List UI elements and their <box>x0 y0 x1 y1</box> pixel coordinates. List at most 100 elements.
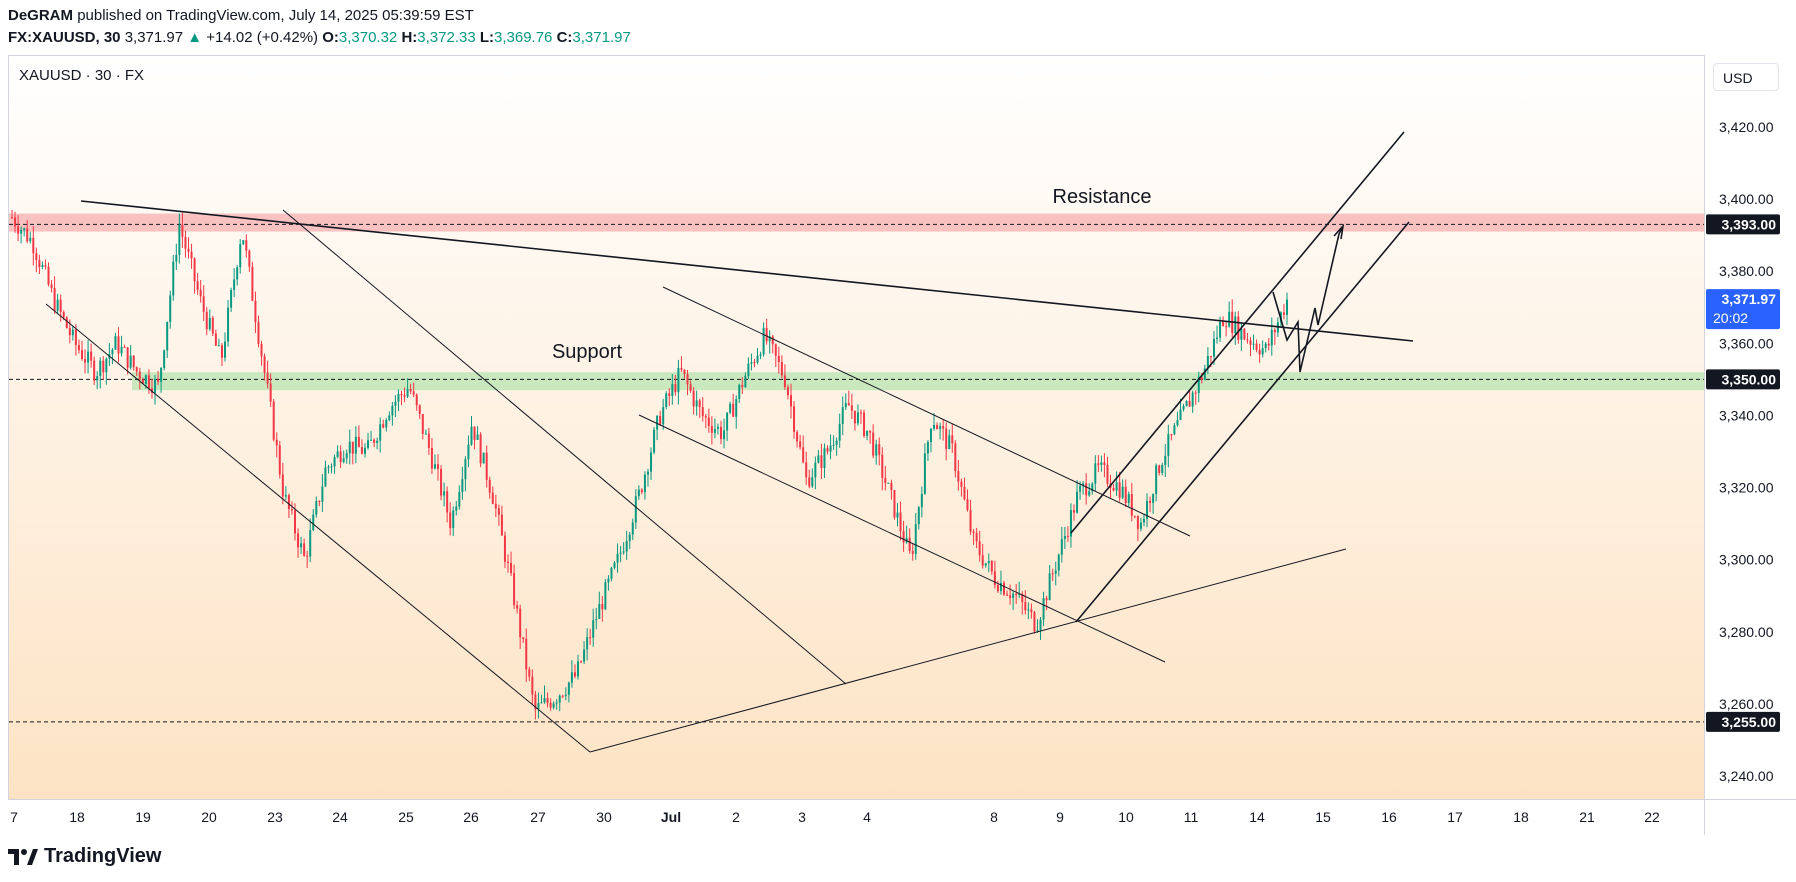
candle-body <box>1136 515 1139 529</box>
candle-body <box>570 672 573 683</box>
candle <box>257 315 260 348</box>
publisher-name[interactable]: DeGRAM <box>8 7 74 24</box>
candle-body <box>701 407 704 417</box>
falling-wedge-lower-line[interactable] <box>45 303 591 753</box>
candle <box>1146 493 1149 528</box>
candle-body <box>1252 343 1255 345</box>
candle <box>589 628 592 645</box>
candle-body <box>765 327 768 342</box>
candle-body <box>774 344 777 356</box>
candle <box>1069 503 1072 548</box>
candle-body <box>1103 462 1106 465</box>
candle-body <box>470 426 473 445</box>
candle-body <box>762 327 765 355</box>
candle-body <box>881 454 884 478</box>
candle-body <box>449 512 452 529</box>
candle <box>400 390 403 406</box>
candle <box>348 429 351 465</box>
candle <box>519 604 522 649</box>
candle-body <box>619 552 622 554</box>
candle-body <box>583 649 586 662</box>
candle <box>330 463 333 474</box>
candle-body <box>367 440 370 448</box>
currency-button[interactable]: USD <box>1713 63 1779 91</box>
candle <box>315 496 318 518</box>
candle-body <box>144 375 147 384</box>
candle <box>890 479 893 500</box>
candle-body <box>756 355 759 363</box>
candle-body <box>1088 491 1091 496</box>
candle <box>339 445 342 468</box>
candle <box>266 360 269 389</box>
candle <box>622 542 625 555</box>
projected-path[interactable] <box>1272 227 1343 373</box>
candle-body <box>412 391 415 395</box>
ascending-channel-lower-line[interactable] <box>1075 221 1410 623</box>
candle <box>394 395 397 418</box>
candle-body <box>342 458 345 463</box>
candle <box>379 417 382 453</box>
candle-body <box>321 486 324 502</box>
candle <box>1255 339 1258 353</box>
symbol-name[interactable]: FX:XAUUSD, 30 <box>8 29 121 46</box>
candle-body <box>829 445 832 452</box>
candle-body <box>805 462 808 478</box>
candle-body <box>181 224 184 237</box>
candle <box>342 450 345 464</box>
candle <box>217 338 220 347</box>
falling-wedge-upper-line[interactable] <box>282 209 847 685</box>
candle-body <box>893 490 896 518</box>
x-tick-label: 25 <box>398 809 414 825</box>
candle-body <box>1066 535 1069 537</box>
candle-body <box>546 697 549 703</box>
candle <box>537 692 540 719</box>
candle <box>1142 513 1145 527</box>
candle <box>1249 337 1252 357</box>
candle-body <box>1076 491 1079 513</box>
candle-body <box>1170 434 1173 436</box>
candle-body <box>385 419 388 428</box>
candle-body <box>528 669 531 677</box>
candle-body <box>1155 465 1158 495</box>
candle <box>896 503 899 527</box>
tradingview-logo[interactable]: TradingView <box>8 845 161 868</box>
ascending-channel-upper-line[interactable] <box>1070 131 1405 534</box>
candle <box>951 423 954 453</box>
candle-body <box>933 425 936 429</box>
candle <box>488 476 491 499</box>
y-tick-label: 3,260.00 <box>1719 696 1774 712</box>
candle-body <box>227 307 230 342</box>
candle-body <box>875 444 878 456</box>
candle-body <box>646 471 649 475</box>
candle <box>1149 496 1152 512</box>
candle <box>287 493 290 518</box>
candle <box>382 419 385 429</box>
candle <box>464 456 467 492</box>
candle-body <box>665 393 668 408</box>
candle-body <box>823 448 826 469</box>
candle <box>677 359 680 405</box>
y-tick-label: 3,340.00 <box>1719 407 1774 423</box>
candle <box>726 412 729 442</box>
candle <box>984 563 987 568</box>
candle-body <box>1063 535 1066 540</box>
x-tick-label: 10 <box>1118 809 1134 825</box>
candle-body <box>455 506 458 511</box>
candle-body <box>473 426 476 440</box>
candle <box>47 262 50 287</box>
candle-body <box>452 510 455 529</box>
candle-body <box>643 474 646 493</box>
candle-body <box>1240 328 1243 340</box>
candle-body <box>138 371 141 380</box>
rising-support-trendline[interactable] <box>589 548 1347 753</box>
candle-body <box>297 533 300 548</box>
candle <box>528 666 531 681</box>
candle-body <box>245 240 248 251</box>
candle-body <box>716 426 719 429</box>
long-descending-trendline[interactable] <box>80 200 1414 342</box>
candle-body <box>427 433 430 449</box>
candle <box>637 485 640 500</box>
candle-body <box>1188 400 1191 407</box>
candle <box>497 504 500 526</box>
